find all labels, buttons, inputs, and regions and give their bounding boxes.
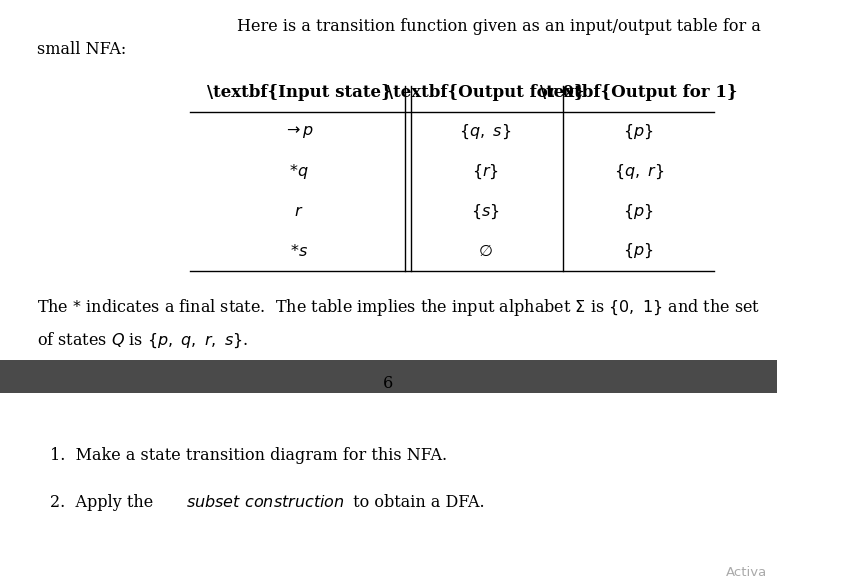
- Text: small NFA:: small NFA:: [37, 41, 127, 58]
- Text: $\{q,\ r\}$: $\{q,\ r\}$: [614, 162, 664, 181]
- Text: \textbf{Input state}: \textbf{Input state}: [206, 84, 391, 101]
- Text: Here is a transition function given as an input/output table for a: Here is a transition function given as a…: [236, 18, 760, 35]
- Text: of states $Q$ is $\{p,\ q,\ r,\ s\}$.: of states $Q$ is $\{p,\ q,\ r,\ s\}$.: [37, 330, 249, 350]
- Text: $r$: $r$: [294, 203, 304, 220]
- Text: The $*$ indicates a final state.  The table implies the input alphabet $\Sigma$ : The $*$ indicates a final state. The tab…: [37, 297, 760, 318]
- Text: 1.  Make a state transition diagram for this NFA.: 1. Make a state transition diagram for t…: [50, 447, 448, 464]
- Text: 2.  Apply the: 2. Apply the: [50, 493, 159, 511]
- Text: 6: 6: [383, 375, 394, 392]
- Text: $\{p\}$: $\{p\}$: [623, 242, 654, 260]
- Text: $\{q,\ s\}$: $\{q,\ s\}$: [459, 123, 512, 141]
- Text: $*q$: $*q$: [289, 162, 309, 181]
- Text: $*s$: $*s$: [290, 242, 308, 260]
- Text: $\mathit{subset\ construction}$: $\mathit{subset\ construction}$: [186, 493, 345, 511]
- Text: \textbf{Output for 0}: \textbf{Output for 0}: [387, 84, 584, 101]
- Text: \textbf{Output for 1}: \textbf{Output for 1}: [540, 84, 738, 101]
- Text: $\{r\}$: $\{r\}$: [472, 162, 499, 181]
- Text: Activa: Activa: [726, 566, 767, 579]
- Bar: [0, 360, 777, 393]
- Text: $\rightarrow p$: $\rightarrow p$: [283, 123, 314, 141]
- Text: to obtain a DFA.: to obtain a DFA.: [348, 493, 484, 511]
- Text: $\{s\}$: $\{s\}$: [471, 202, 500, 221]
- Text: $\emptyset$: $\emptyset$: [478, 242, 493, 260]
- Text: $\{p\}$: $\{p\}$: [623, 202, 654, 221]
- Text: $\{p\}$: $\{p\}$: [623, 123, 654, 141]
